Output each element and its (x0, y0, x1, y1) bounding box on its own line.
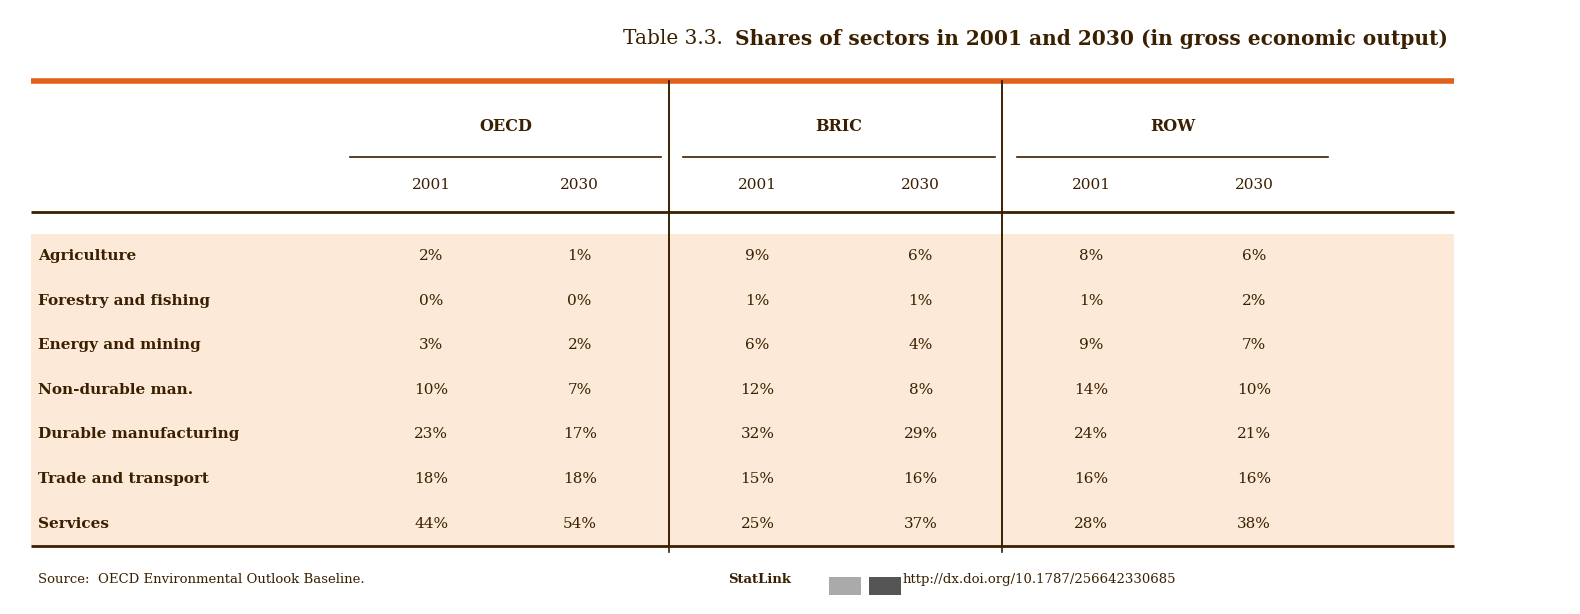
Text: 8%: 8% (908, 383, 932, 397)
Text: 0%: 0% (567, 293, 592, 308)
Text: 6%: 6% (1242, 249, 1267, 263)
Bar (32, 234, 1455, 278)
Text: 2030: 2030 (1236, 178, 1273, 192)
Text: 10%: 10% (414, 383, 449, 397)
Text: Table 3.3.: Table 3.3. (623, 29, 735, 48)
Bar (32, 278, 1455, 323)
Text: 21%: 21% (1237, 427, 1272, 441)
Text: 2001: 2001 (412, 178, 450, 192)
Text: 1%: 1% (567, 249, 592, 263)
Bar (32, 412, 1455, 457)
Text: 32%: 32% (741, 427, 774, 441)
Text: 6%: 6% (908, 249, 932, 263)
Text: Energy and mining: Energy and mining (38, 338, 201, 352)
Text: 7%: 7% (1242, 338, 1267, 352)
Text: BRIC: BRIC (815, 118, 863, 135)
Text: 24%: 24% (1074, 427, 1108, 441)
Text: Non-durable man.: Non-durable man. (38, 383, 194, 397)
Text: 7%: 7% (567, 383, 592, 397)
Text: 2030: 2030 (901, 178, 940, 192)
Text: 2%: 2% (1242, 293, 1267, 308)
Text: 2%: 2% (419, 249, 444, 263)
Text: 16%: 16% (1237, 472, 1272, 486)
Bar (32, 323, 1455, 368)
Bar (869, 577, 902, 595)
Text: 29%: 29% (904, 427, 939, 441)
Text: Services: Services (38, 516, 109, 530)
Bar (830, 577, 861, 595)
Bar (32, 368, 1455, 412)
Text: 54%: 54% (562, 516, 597, 530)
Text: 6%: 6% (746, 338, 769, 352)
Text: 18%: 18% (562, 472, 597, 486)
Text: 25%: 25% (741, 516, 774, 530)
Text: 12%: 12% (741, 383, 774, 397)
Text: Forestry and fishing: Forestry and fishing (38, 293, 210, 308)
Text: 37%: 37% (904, 516, 937, 530)
Text: 44%: 44% (414, 516, 449, 530)
Text: 9%: 9% (1079, 338, 1103, 352)
Text: OECD: OECD (479, 118, 532, 135)
Text: ROW: ROW (1150, 118, 1196, 135)
Text: 1%: 1% (1079, 293, 1103, 308)
Text: 15%: 15% (741, 472, 774, 486)
Text: 17%: 17% (562, 427, 597, 441)
Text: 10%: 10% (1237, 383, 1272, 397)
Text: 1%: 1% (908, 293, 932, 308)
Text: 1%: 1% (746, 293, 769, 308)
Text: 3%: 3% (419, 338, 444, 352)
Text: Shares of sectors in 2001 and 2030 (in gross economic output): Shares of sectors in 2001 and 2030 (in g… (735, 29, 1449, 49)
Text: 16%: 16% (1074, 472, 1108, 486)
Bar (32, 457, 1455, 502)
Text: 8%: 8% (1079, 249, 1103, 263)
Text: 2001: 2001 (1071, 178, 1111, 192)
Text: 4%: 4% (908, 338, 932, 352)
Text: Trade and transport: Trade and transport (38, 472, 209, 486)
Text: 18%: 18% (414, 472, 449, 486)
Text: 14%: 14% (1074, 383, 1108, 397)
Text: 2030: 2030 (561, 178, 599, 192)
Text: Agriculture: Agriculture (38, 249, 137, 263)
Text: 23%: 23% (414, 427, 449, 441)
Text: 9%: 9% (746, 249, 769, 263)
Bar (32, 502, 1455, 546)
Text: StatLink: StatLink (728, 573, 792, 586)
Text: 38%: 38% (1237, 516, 1272, 530)
Text: 28%: 28% (1074, 516, 1108, 530)
Text: 16%: 16% (904, 472, 939, 486)
Text: Durable manufacturing: Durable manufacturing (38, 427, 240, 441)
Text: 2%: 2% (567, 338, 592, 352)
Text: Source:  OECD Environmental Outlook Baseline.: Source: OECD Environmental Outlook Basel… (38, 573, 365, 586)
Text: 2001: 2001 (738, 178, 777, 192)
Text: 0%: 0% (419, 293, 444, 308)
Text: http://dx.doi.org/10.1787/256642330685: http://dx.doi.org/10.1787/256642330685 (902, 573, 1177, 586)
